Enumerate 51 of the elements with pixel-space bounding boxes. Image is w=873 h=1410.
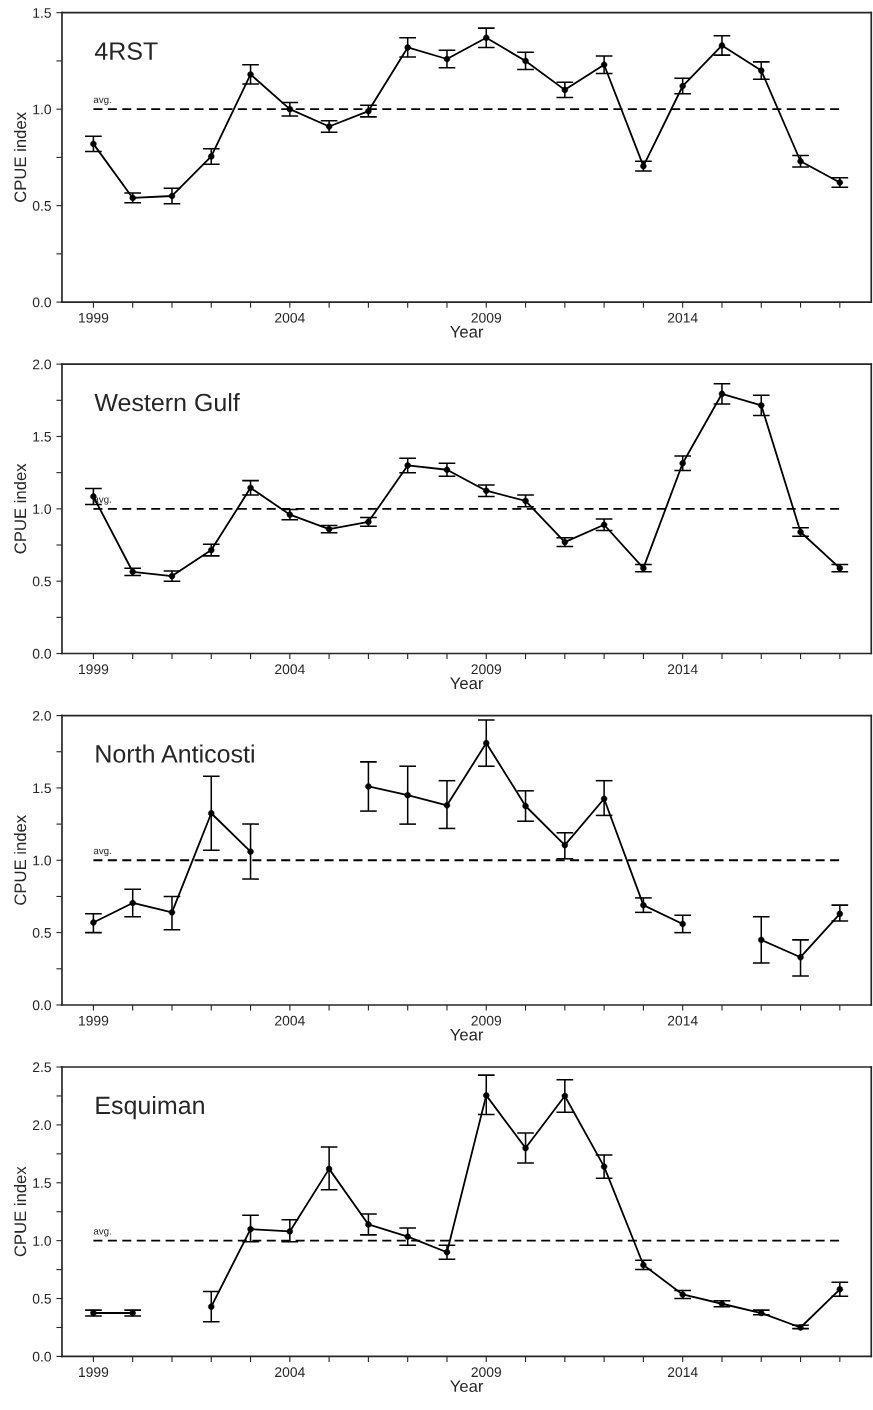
y-tick-label: 2.0 <box>32 710 52 721</box>
y-tick-label: 0.5 <box>32 576 51 587</box>
x-axis-title: Year <box>450 1380 484 1393</box>
x-tick-label: 2014 <box>667 664 698 675</box>
ref-line-label: avg. <box>93 1229 111 1237</box>
x-tick-label: 1999 <box>79 1367 109 1378</box>
x-tick-label: 2014 <box>667 312 698 323</box>
y-tick-label: 1.5 <box>33 1178 51 1188</box>
x-tick-label: 2004 <box>275 1015 305 1026</box>
y-tick-label: 1.0 <box>33 1235 52 1246</box>
y-tick-label: 1.5 <box>33 783 51 794</box>
y-tick-label: 1.0 <box>33 504 52 514</box>
y-tick-label: 0.5 <box>32 200 51 211</box>
x-tick-label: 2014 <box>667 1367 698 1378</box>
x-tick-label: 2004 <box>275 664 305 675</box>
y-tick-label: 1.5 <box>33 431 51 442</box>
y-tick-label: 1.0 <box>33 104 52 115</box>
y-tick-label: 2.5 <box>32 1062 51 1073</box>
x-tick-label: 2004 <box>275 312 305 323</box>
y-tick-label: 0.0 <box>32 648 52 659</box>
x-tick-label: 1999 <box>79 1015 109 1026</box>
x-tick-label: 2009 <box>471 312 502 323</box>
y-tick-label: 0.5 <box>32 1293 51 1304</box>
y-tick-label: 2.0 <box>32 359 52 370</box>
y-axis-title: CPUE index <box>13 463 27 554</box>
y-tick-label: 0.0 <box>32 1000 52 1011</box>
y-tick-label: 0.0 <box>32 1351 52 1362</box>
text: North Anticosti <box>96 744 254 763</box>
y-axis-title: CPUE index <box>13 112 27 202</box>
x-tick-label: 2004 <box>275 1367 305 1378</box>
x-tick-label: 2014 <box>667 1015 698 1026</box>
x-tick-label: 2009 <box>471 1367 502 1378</box>
y-tick-label: 2.0 <box>32 1120 52 1131</box>
y-tick-label: 0.0 <box>32 297 52 308</box>
x-tick-label: 2009 <box>471 664 502 675</box>
y-axis-title: CPUE index <box>13 815 27 905</box>
ref-line-label: avg. <box>93 848 111 857</box>
y-tick-label: 0.5 <box>32 927 51 938</box>
x-tick-label: 1999 <box>79 664 109 675</box>
text: Esquiman <box>96 1095 204 1120</box>
y-tick-label: 1.5 <box>33 8 51 18</box>
x-tick-label: 2009 <box>471 1015 502 1026</box>
y-axis-title: CPUE index <box>13 1166 27 1257</box>
text: Western Gulf <box>94 393 240 412</box>
ref-line-label: avg. <box>93 97 111 105</box>
x-tick-label: 1999 <box>79 312 109 323</box>
x-axis-title: Year <box>450 1028 484 1041</box>
x-axis-title: Year <box>450 677 484 690</box>
y-tick-label: 1.0 <box>33 855 52 866</box>
text: 4RST <box>94 42 158 60</box>
x-axis-title: Year <box>450 326 484 338</box>
